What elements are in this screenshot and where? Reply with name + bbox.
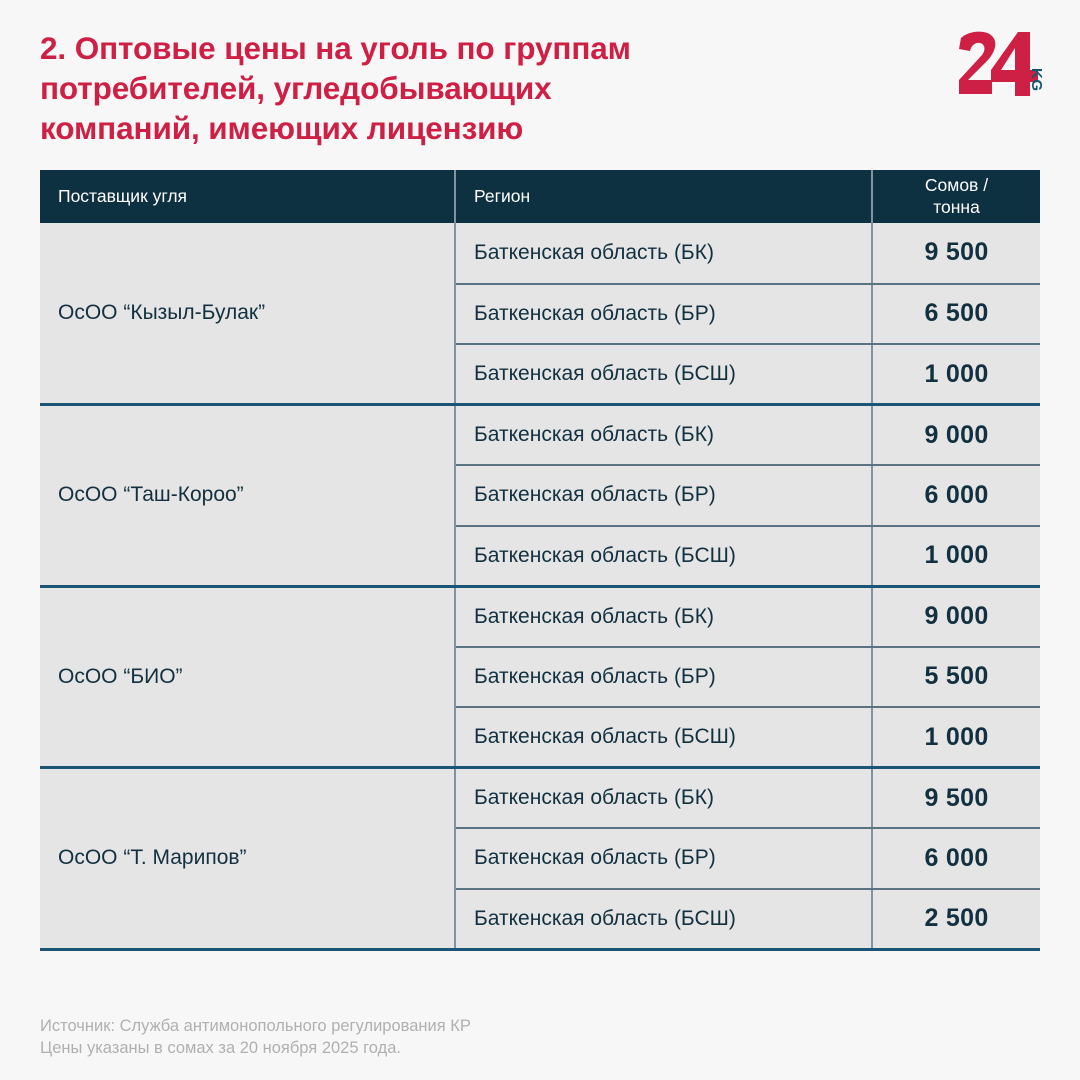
region-cell: Баткенская область (БК): [455, 767, 873, 829]
supplier-cell: ОсОО “Таш-Короо”: [40, 404, 456, 588]
page-title: 2. Оптовые цены на уголь по группам потр…: [40, 30, 631, 146]
region-cell: Баткенская область (БСШ): [455, 888, 873, 951]
svg-text:KG: KG: [1028, 68, 1044, 92]
coal-price-table: Поставщик угля Регион Сомов / тонна ОсОО…: [40, 170, 1040, 951]
supplier-cell: ОсОО “Т. Марипов”: [40, 767, 456, 951]
region-cell: Баткенская область (БР): [455, 828, 873, 890]
price-cell: 5 500: [872, 646, 1040, 708]
logo-24-icon: KG: [959, 31, 1044, 96]
region-cell: Баткенская область (БК): [455, 223, 873, 285]
supplier-cell: ОсОО “БИО”: [40, 586, 456, 769]
table-row: ОсОО “Кызыл-Булак” Баткенская область (Б…: [40, 223, 1040, 406]
table-row: Баткенская область (БСШ) 1 000: [40, 707, 1040, 769]
header: 2. Оптовые цены на уголь по группам потр…: [40, 28, 1044, 148]
price-cell: 1 000: [872, 525, 1040, 588]
table-row: Баткенская область (БСШ) 1 000: [40, 525, 1040, 588]
table-row: Баткенская область (БР) 6 500: [40, 283, 1040, 345]
table-row: ОсОО “БИО” Баткенская область (БК) 9 000: [40, 586, 1040, 769]
price-cell: 6 000: [872, 465, 1040, 527]
region-cell: Баткенская область (БР): [455, 646, 873, 708]
column-header-price: Сомов / тонна: [871, 170, 1040, 223]
region-cell: Баткенская область (БР): [455, 283, 873, 345]
table-header-row: Поставщик угля Регион Сомов / тонна: [40, 170, 1040, 223]
price-cell: 9 500: [872, 223, 1040, 285]
logo-kg-text: KG: [1028, 68, 1044, 92]
footer: Источник: Служба антимонопольного регули…: [40, 1016, 471, 1060]
region-cell: Баткенская область (БР): [455, 465, 873, 527]
region-cell: Баткенская область (БСШ): [455, 344, 873, 406]
region-cell: Баткенская область (БК): [455, 586, 873, 648]
price-cell: 2 500: [872, 888, 1040, 951]
table-header: Поставщик угля Регион Сомов / тонна: [40, 170, 1040, 223]
price-cell: 6 000: [872, 828, 1040, 890]
price-cell: 9 000: [872, 404, 1040, 466]
column-header-region: Регион: [454, 170, 872, 223]
table-body: ОсОО “Кызыл-Булак” Баткенская область (Б…: [40, 223, 1040, 951]
price-cell: 9 500: [872, 767, 1040, 829]
table-row: Баткенская область (БР) 6 000: [40, 828, 1040, 890]
price-cell: 1 000: [872, 707, 1040, 769]
table-row: ОсОО “Т. Марипов” Баткенская область (БК…: [40, 767, 1040, 951]
table-row: Баткенская область (БР) 5 500: [40, 646, 1040, 708]
brand-logo-24kg: KG: [958, 30, 1044, 104]
price-cell: 9 000: [872, 586, 1040, 648]
footer-source: Источник: Служба антимонопольного регули…: [40, 1017, 471, 1035]
price-cell: 6 500: [872, 283, 1040, 345]
region-cell: Баткенская область (БСШ): [455, 707, 873, 769]
table-row: Баткенская область (БР) 6 000: [40, 465, 1040, 527]
region-cell: Баткенская область (БСШ): [455, 525, 873, 588]
table-row: Баткенская область (БСШ) 1 000: [40, 344, 1040, 406]
region-cell: Баткенская область (БК): [455, 404, 873, 466]
footer-note: Цены указаны в сомах за 20 ноября 2025 г…: [40, 1038, 401, 1057]
price-cell: 1 000: [872, 344, 1040, 406]
column-header-supplier: Поставщик угля: [40, 170, 455, 223]
table-row: ОсОО “Таш-Короо” Баткенская область (БК)…: [40, 404, 1040, 588]
supplier-cell: ОсОО “Кызыл-Булак”: [40, 223, 456, 406]
table-row: Баткенская область (БСШ) 2 500: [40, 888, 1040, 951]
